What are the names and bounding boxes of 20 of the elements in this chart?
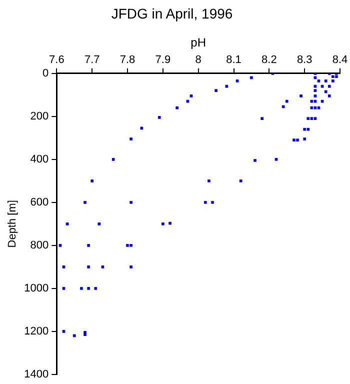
y-tick-label: 1200 <box>24 325 49 338</box>
x-axis-title: pH <box>190 35 206 50</box>
y-tick-label: 600 <box>30 196 49 208</box>
y-axis-title: Depth [m] <box>6 200 19 248</box>
y-tick-label: 400 <box>30 153 49 166</box>
x-tick-label: 8.3 <box>296 54 312 66</box>
x-tick-label: 8.4 <box>332 54 348 66</box>
chart-title: JFDG in April, 1996 <box>111 5 233 22</box>
y-tick-label: 1000 <box>24 282 49 294</box>
x-tick-label: 7.6 <box>49 54 64 66</box>
x-tick-label: 8.1 <box>226 54 242 66</box>
x-tick-label: 7.7 <box>84 54 100 66</box>
y-tick-label: 0 <box>42 67 49 80</box>
x-tick-label: 8.2 <box>262 54 277 66</box>
x-tick-label: 7.9 <box>155 54 171 66</box>
y-tick-label: 200 <box>30 110 49 122</box>
x-tick-label: 8 <box>195 54 202 66</box>
y-tick-label: 800 <box>30 239 49 252</box>
x-tick-label: 7.8 <box>120 54 136 66</box>
y-tick-label: 1400 <box>24 368 49 380</box>
